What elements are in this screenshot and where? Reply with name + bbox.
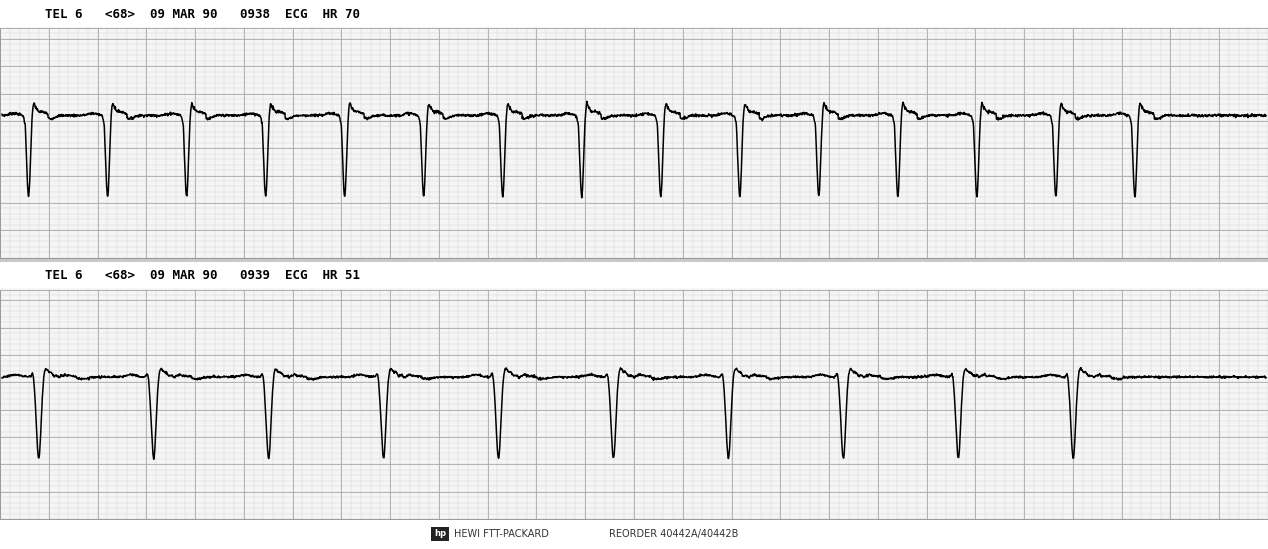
Text: HEWI FTT-PACKARD: HEWI FTT-PACKARD xyxy=(454,529,549,539)
Bar xyxy=(0,261,1268,289)
Text: TEL 6   <68>  09 MAR 90   0939  ECG  HR 51: TEL 6 <68> 09 MAR 90 0939 ECG HR 51 xyxy=(44,269,360,282)
Text: TEL 6   <68>  09 MAR 90   0938  ECG  HR 70: TEL 6 <68> 09 MAR 90 0938 ECG HR 70 xyxy=(44,8,360,20)
Bar xyxy=(431,527,449,541)
Bar xyxy=(0,28,1268,257)
Bar xyxy=(0,289,1268,519)
Bar xyxy=(0,289,1268,519)
Bar xyxy=(0,519,1268,549)
Bar xyxy=(0,28,1268,257)
Bar xyxy=(0,0,1268,28)
Text: REORDER 40442A/40442B: REORDER 40442A/40442B xyxy=(609,529,738,539)
Text: hp: hp xyxy=(434,529,446,539)
